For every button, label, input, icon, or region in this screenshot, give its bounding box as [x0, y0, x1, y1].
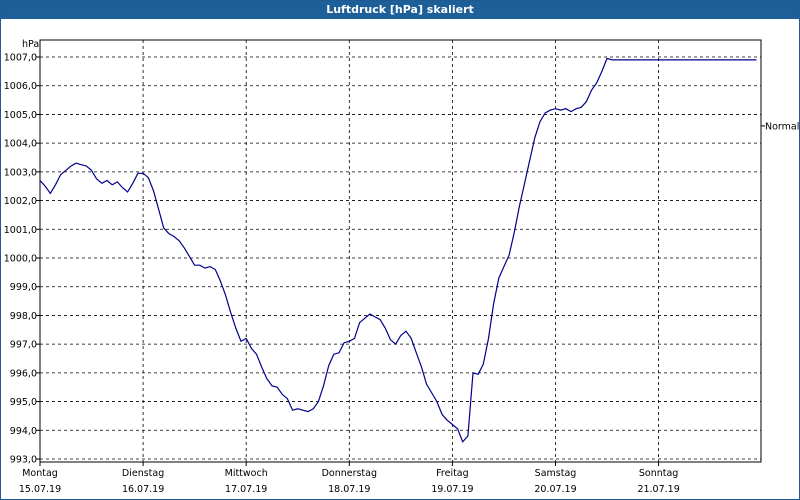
x-tick-date-label: 16.07.19: [122, 484, 164, 495]
y-axis: 993,0 994,0 995,0 996,0 997,0 998,0 999,0 1000,…: [4, 53, 40, 466]
y-axis-unit-label: hPa: [22, 39, 39, 50]
y-tick-label: 1000,0: [4, 254, 37, 265]
x-tick-day-label: Sonntag: [639, 468, 678, 479]
y-tick-label: 1002,0: [4, 196, 37, 207]
normal-reference-marker: Normal: [761, 121, 799, 132]
x-axis: Montag 15.07.19 Dienstag 16.07.19 Mittwoch 17…: [19, 462, 680, 495]
y-tick-label: 1001,0: [4, 225, 37, 236]
plot-area-border: [39, 39, 762, 463]
y-tick-label: 993,0: [10, 455, 37, 466]
normal-label: Normal: [765, 121, 799, 132]
x-tick-day-label: Mittwoch: [225, 468, 268, 479]
grid-lines: [40, 40, 761, 462]
x-tick-date-label: 17.07.19: [225, 484, 267, 495]
x-tick-day-label: Freitag: [436, 468, 469, 479]
x-tick-date-label: 21.07.19: [637, 484, 679, 495]
x-tick-day-label: Donnerstag: [322, 468, 377, 479]
y-tick-label: 1006,0: [4, 81, 37, 92]
y-tick-label: 1007,0: [4, 53, 37, 64]
x-tick-day-label: Samstag: [535, 468, 577, 479]
y-tick-label: 994,0: [10, 426, 37, 437]
x-tick-date-label: 18.07.19: [328, 484, 370, 495]
y-tick-label: 995,0: [10, 397, 37, 408]
y-tick-label: 999,0: [10, 282, 37, 293]
y-tick-label: 1005,0: [4, 110, 37, 121]
y-tick-label: 997,0: [10, 340, 37, 351]
x-tick-day-label: Montag: [22, 468, 58, 479]
series-line-luftdruck: [39, 57, 757, 443]
x-tick-date-label: 19.07.19: [431, 484, 473, 495]
x-tick-day-label: Dienstag: [122, 468, 164, 479]
x-tick-date-label: 15.07.19: [19, 484, 61, 495]
y-tick-label: 998,0: [10, 311, 37, 322]
y-tick-label: 1003,0: [4, 167, 37, 178]
chart-title: Luftdruck [hPa] skaliert: [1, 1, 799, 19]
x-tick-date-label: 20.07.19: [534, 484, 576, 495]
y-tick-label: 996,0: [10, 368, 37, 379]
y-tick-label: 1004,0: [4, 139, 37, 150]
